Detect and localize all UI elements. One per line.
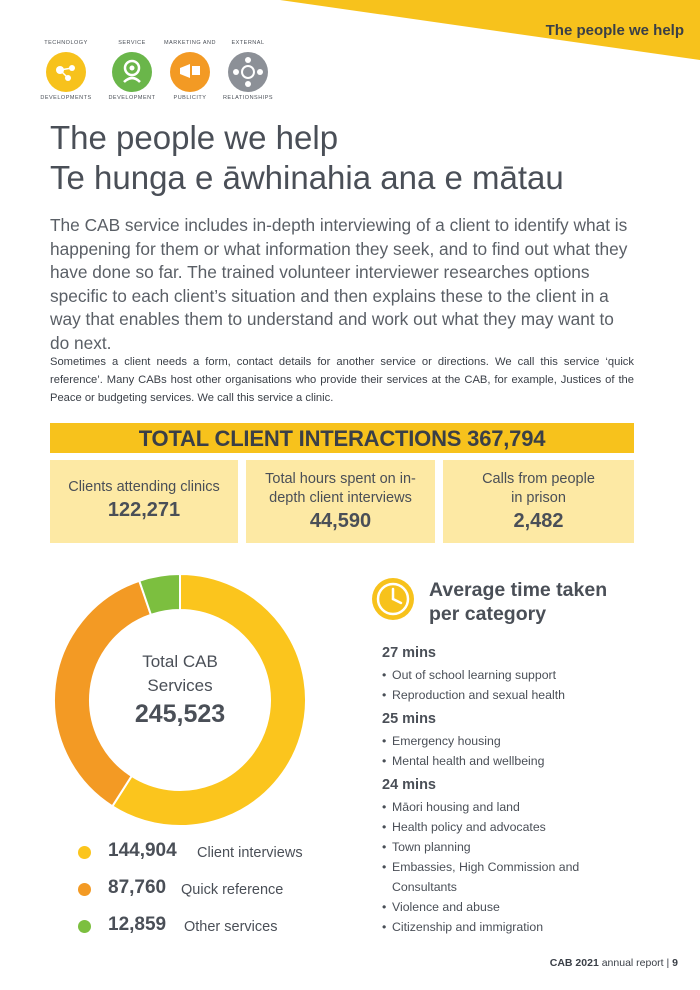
time-group-24: 24 mins Māori housing and land Health po…: [382, 777, 642, 937]
stat-label: Total hours spent on in-depth client int…: [265, 471, 416, 506]
stat-label: Calls from people in prison: [482, 471, 595, 506]
donut-slice-quick-reference: [53, 579, 153, 808]
page-title-maori: Te hunga e āwhinahia ana e mātau: [50, 159, 564, 196]
legend-dot: [78, 846, 91, 859]
list-item: Emergency housing: [382, 731, 642, 751]
list-item: Citizenship and immigration: [382, 917, 642, 937]
legend-label: Client interviews: [197, 845, 303, 861]
body-paragraph: Sometimes a client needs a form, contact…: [50, 356, 634, 404]
stat-label: Clients attending clinics: [68, 479, 220, 495]
page-title: The people we help Te hunga e āwhinahia …: [50, 118, 564, 198]
footer-brand: CAB 2021: [549, 957, 599, 969]
average-time-list: 27 mins Out of school learning support R…: [382, 645, 642, 943]
megaphone-icon: MARKETING AND PUBLICITY: [163, 40, 217, 101]
donut-slice-client-interviews: [110, 572, 307, 827]
service-icons: TECHNOLOGY DEVELOPMENTS SERVICE DEVELOPM…: [38, 40, 278, 110]
list-item: Out of school learning support: [382, 665, 642, 685]
total-interactions-bar: TOTAL CLIENT INTERACTIONS 367,794: [50, 423, 634, 453]
time-group-27: 27 mins Out of school learning support R…: [382, 645, 642, 705]
legend-label: Quick reference: [181, 882, 284, 898]
legend-dot: [78, 883, 91, 896]
legend-dot: [78, 920, 91, 933]
list-item: Reproduction and sexual health: [382, 685, 642, 705]
external-relationships-icon: EXTERNAL RELATIONSHIPS: [222, 40, 274, 101]
list-item: Violence and abuse: [382, 897, 642, 917]
list-item: Mental health and wellbeing: [382, 751, 642, 771]
stat-value: 44,590: [309, 510, 372, 532]
average-time-heading: Average time taken per category: [429, 579, 608, 625]
donut-center-value: 245,523: [134, 700, 226, 728]
donut-center-title: Total CAB Services: [142, 652, 218, 695]
page-title-english: The people we help: [50, 119, 339, 156]
list-item: Health policy and advocates: [382, 817, 642, 837]
legend-label: Other services: [184, 919, 278, 935]
page-footer: CAB 2021 annual report | 9: [550, 957, 678, 969]
clock-icon: [372, 578, 414, 620]
legend-value: 87,760: [108, 877, 167, 898]
stat-card-interview-hours: Total hours spent on in-depth client int…: [246, 460, 435, 543]
list-item: Embassies, High Commission and Consultan…: [382, 857, 592, 897]
list-item: Town planning: [382, 837, 642, 857]
stat-value: 2,482: [513, 510, 564, 532]
total-interactions-label: TOTAL CLIENT INTERACTIONS 367,794: [138, 426, 546, 451]
page-number: 9: [672, 957, 678, 969]
technology-developments-icon: TECHNOLOGY DEVELOPMENTS: [40, 40, 92, 101]
time-group-heading: 27 mins: [382, 645, 436, 661]
header-banner: [280, 0, 700, 60]
list-item: Māori housing and land: [382, 797, 642, 817]
service-development-icon: SERVICE DEVELOPMENT: [108, 40, 156, 101]
legend-value: 12,859: [108, 914, 167, 935]
services-donut-chart: [53, 572, 307, 827]
stat-value: 122,271: [107, 499, 181, 521]
time-group-heading: 24 mins: [382, 777, 436, 793]
donut-slice-other-services: [138, 572, 181, 617]
time-group-25: 25 mins Emergency housing Mental health …: [382, 711, 642, 771]
stat-card-clinics: Clients attending clinics 122,271: [50, 460, 238, 543]
lead-paragraph: The CAB service includes in-depth interv…: [50, 215, 628, 353]
legend-value: 144,904: [108, 840, 177, 861]
banner-title: The people we help: [545, 22, 684, 39]
time-group-heading: 25 mins: [382, 711, 436, 727]
donut-center-label: Total CAB Services 245,523: [40, 650, 320, 729]
footer-text: annual report |: [598, 957, 673, 969]
stat-card-prison-calls: Calls from people in prison 2,482: [443, 460, 634, 543]
